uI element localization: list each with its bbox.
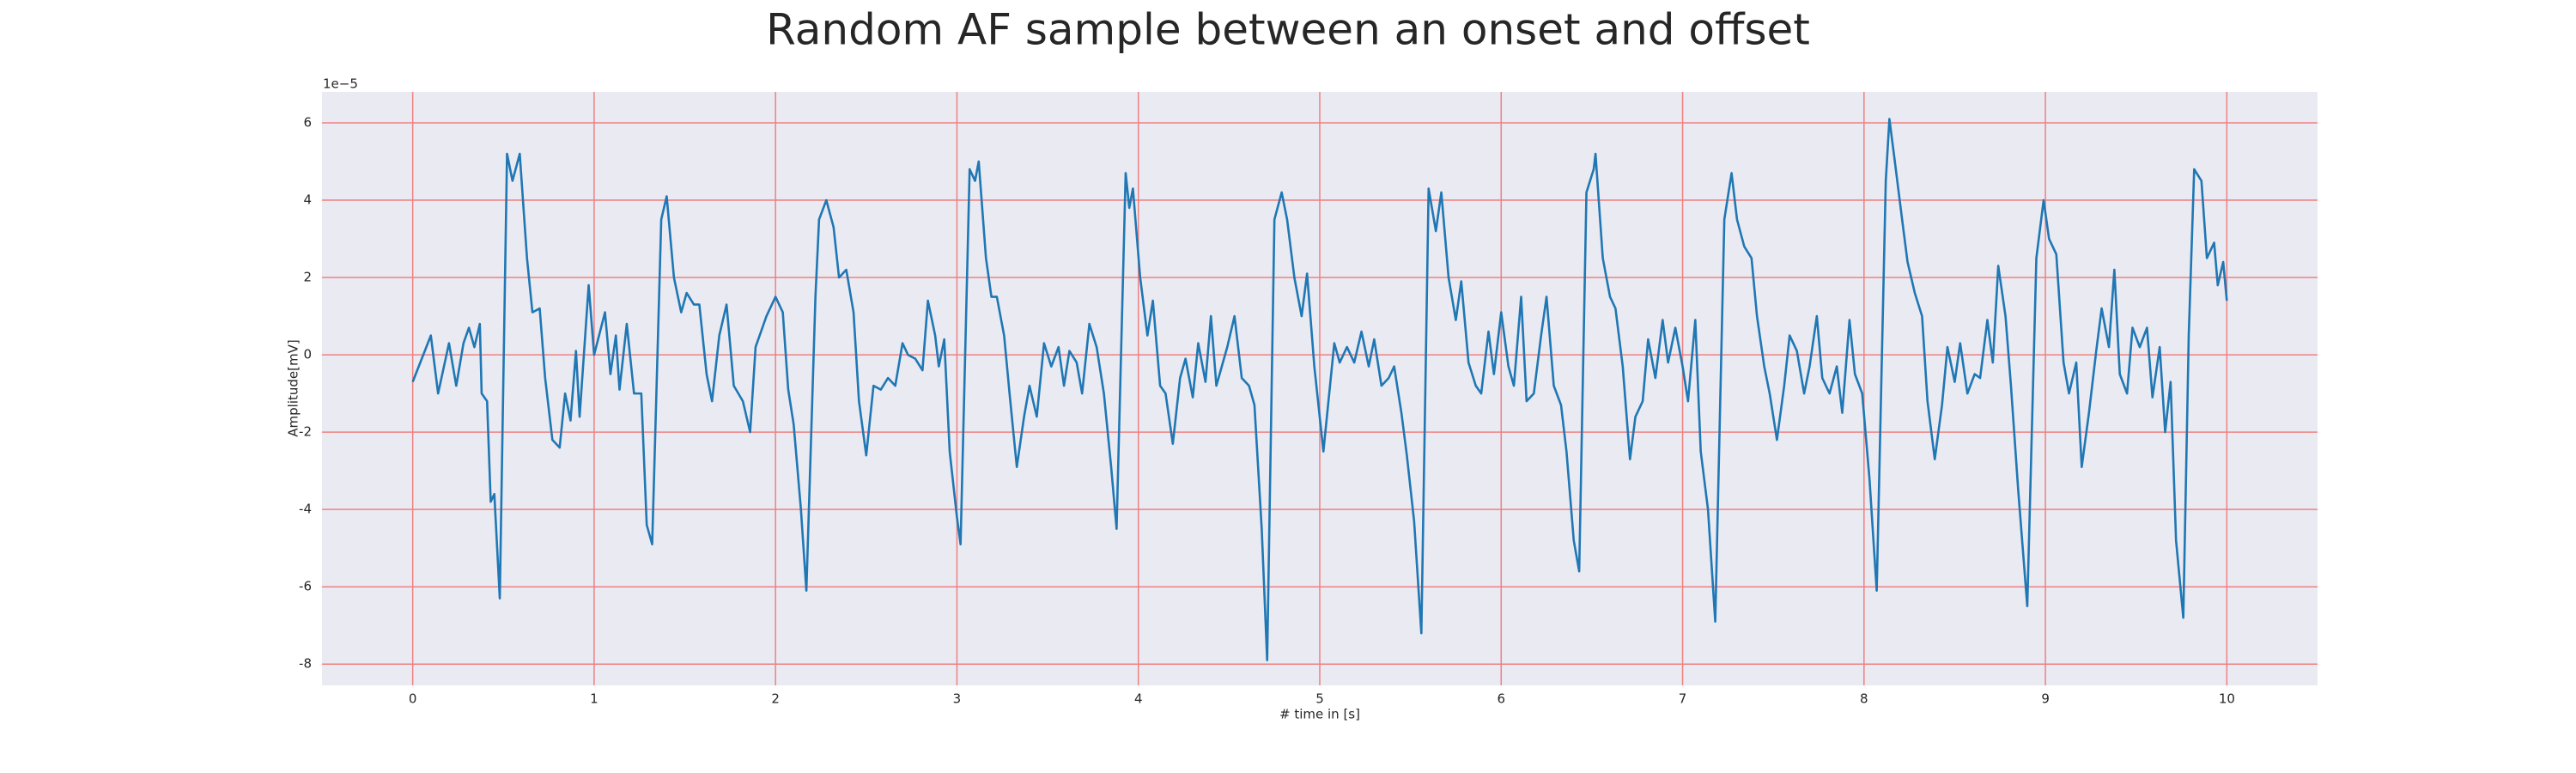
y-offset-label: 1e−5 <box>323 76 358 92</box>
x-tick-label: 9 <box>2041 691 2050 707</box>
y-axis-label: Amplitude[mV] <box>286 339 301 436</box>
x-tick-label: 4 <box>1134 691 1143 707</box>
x-axis-label: # time in [s] <box>1279 707 1360 722</box>
x-tick-label: 8 <box>1860 691 1868 707</box>
x-tick-label: 0 <box>409 691 417 707</box>
y-tick-label: -2 <box>299 424 312 440</box>
y-tick-label: -8 <box>299 656 312 672</box>
x-tick-label: 7 <box>1679 691 1687 707</box>
x-tick-label: 3 <box>953 691 962 707</box>
x-tick-label: 5 <box>1315 691 1324 707</box>
chart-title: Random AF sample between an onset and of… <box>766 5 1810 55</box>
x-tick-label: 6 <box>1497 691 1505 707</box>
y-tick-label: -6 <box>299 579 312 594</box>
x-tick-label: 2 <box>771 691 780 707</box>
x-tick-label: 1 <box>590 691 598 707</box>
x-tick-label: 10 <box>2219 691 2235 707</box>
y-tick-label: 4 <box>303 192 312 208</box>
y-tick-label: 6 <box>303 115 312 131</box>
signal-line <box>411 118 2228 662</box>
y-tick-label: 2 <box>303 270 312 285</box>
y-tick-label: 0 <box>303 347 312 362</box>
y-tick-label: -4 <box>299 502 312 517</box>
